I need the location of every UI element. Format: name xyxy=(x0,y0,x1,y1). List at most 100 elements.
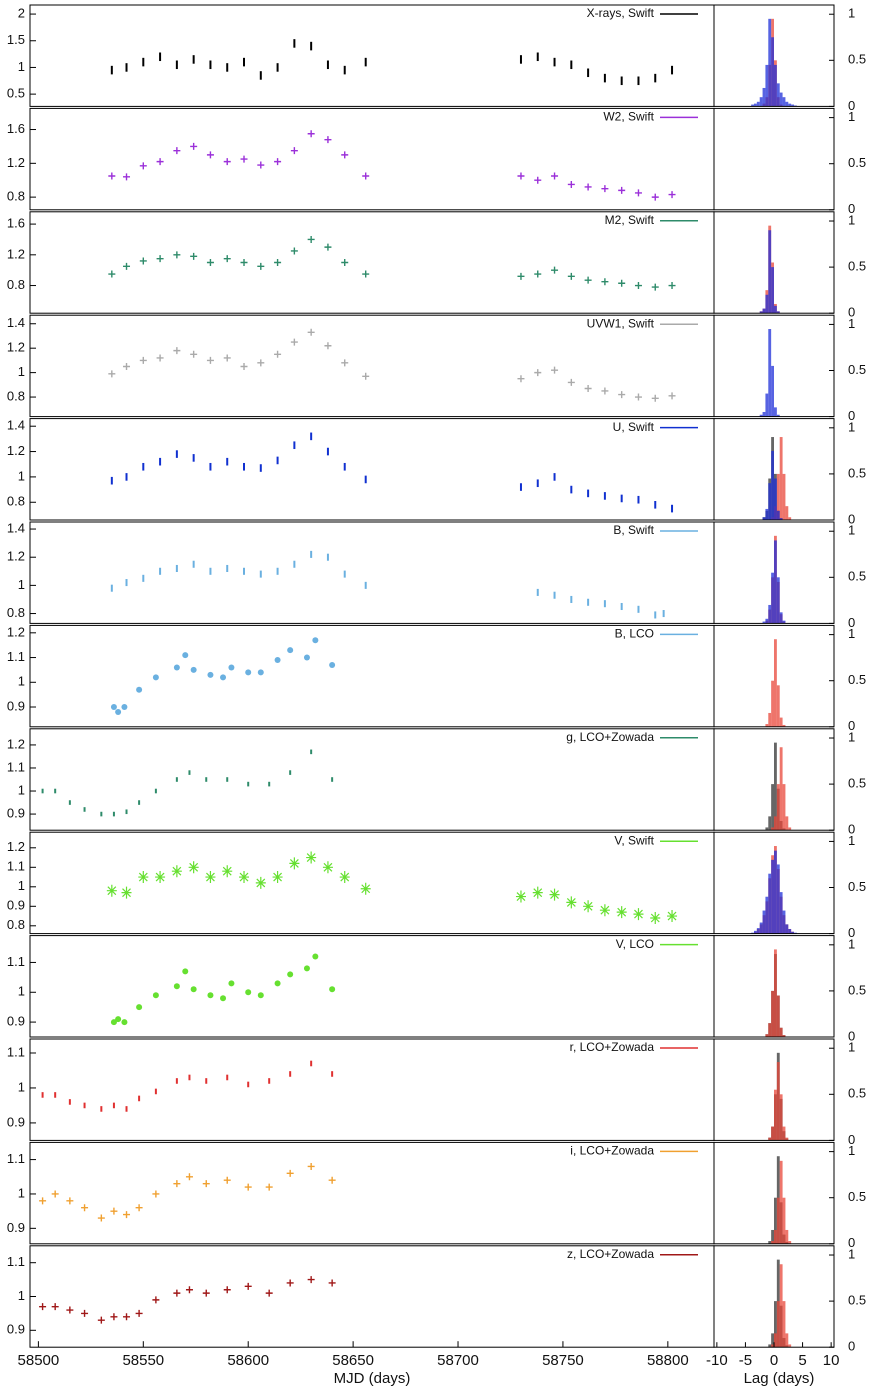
point xyxy=(155,871,166,884)
y-tick-label: 0.5 xyxy=(848,569,866,584)
y-tick-label: 0 xyxy=(848,98,855,113)
point xyxy=(171,865,182,878)
histogram-bar xyxy=(756,928,760,934)
point xyxy=(255,876,266,889)
point xyxy=(185,1173,193,1181)
histogram-bar xyxy=(782,620,786,624)
histogram-bar xyxy=(774,407,777,417)
point xyxy=(651,283,659,291)
x-tick-label: 10 xyxy=(823,1352,840,1369)
y-tick-label: 1.2 xyxy=(7,549,25,564)
y-tick-label: 0 xyxy=(848,925,855,940)
x-tick-label: 5 xyxy=(798,1352,806,1369)
point xyxy=(599,904,610,917)
point xyxy=(222,865,233,878)
point xyxy=(123,173,131,181)
histogram-bar xyxy=(779,747,783,831)
histogram-bar xyxy=(771,37,774,107)
y-tick-label: 0.5 xyxy=(848,776,866,791)
point xyxy=(633,908,644,921)
histogram-bar xyxy=(768,1137,772,1141)
point xyxy=(173,1289,181,1297)
point xyxy=(173,347,181,355)
point xyxy=(223,1286,231,1294)
point xyxy=(108,172,116,180)
histogram-bar xyxy=(754,930,757,934)
x-axis-label: Lag (days) xyxy=(744,1370,815,1387)
point xyxy=(618,186,626,194)
panel-frame xyxy=(713,314,835,418)
histogram-bar xyxy=(762,308,766,314)
y-tick-label: 1.6 xyxy=(7,121,25,136)
point xyxy=(584,183,592,191)
point xyxy=(551,172,559,180)
y-tick-label: 0 xyxy=(848,822,855,837)
y-tick-label: 1 xyxy=(848,626,855,641)
histogram-bar xyxy=(785,1137,789,1141)
panel-frame xyxy=(713,418,835,521)
point xyxy=(534,176,542,184)
legend-label: g, LCO+Zowada xyxy=(566,730,654,744)
histogram-bar xyxy=(776,83,780,107)
x-tick-label: 58550 xyxy=(122,1352,164,1369)
point xyxy=(312,953,319,960)
point xyxy=(205,871,216,884)
histogram-bar xyxy=(754,103,757,107)
histogram-bar xyxy=(774,1333,777,1348)
histogram-bar xyxy=(788,827,792,831)
histogram-bar xyxy=(765,896,769,934)
histogram-bar xyxy=(776,1197,780,1244)
y-tick-label: 1 xyxy=(18,364,25,379)
histogram-bar xyxy=(774,1089,777,1141)
histogram-bar xyxy=(765,508,769,520)
histogram-bar xyxy=(762,910,766,934)
point xyxy=(228,664,235,671)
y-tick-label: 0.5 xyxy=(848,879,866,894)
point xyxy=(362,270,370,278)
point xyxy=(668,191,676,199)
histogram-bar xyxy=(779,1027,783,1037)
point xyxy=(139,257,147,265)
histogram-bar xyxy=(751,104,754,107)
point xyxy=(667,910,678,923)
point xyxy=(362,372,370,380)
y-tick-label: 0.8 xyxy=(7,277,25,292)
point xyxy=(190,350,198,358)
histogram-bar xyxy=(774,1197,777,1244)
y-tick-label: 0 xyxy=(848,408,855,423)
histogram-bar xyxy=(776,414,780,417)
histogram-bar xyxy=(782,910,786,934)
panel-frame xyxy=(713,831,835,935)
point xyxy=(290,147,298,155)
point xyxy=(616,906,627,919)
histogram-bar xyxy=(762,411,766,417)
point xyxy=(97,1214,105,1222)
point xyxy=(185,1286,193,1294)
point xyxy=(244,1183,252,1191)
point xyxy=(173,983,180,990)
histogram-bar xyxy=(785,924,789,934)
legend-label: B, Swift xyxy=(613,523,654,537)
y-tick-label: 0.9 xyxy=(7,1114,25,1129)
point xyxy=(123,262,131,270)
legend-label: X-rays, Swift xyxy=(587,6,655,20)
y-tick-label: 1 xyxy=(848,729,855,744)
histogram-bar xyxy=(782,97,786,107)
y-tick-label: 0 xyxy=(848,511,855,526)
histogram-bar xyxy=(765,827,769,831)
x-axis-label: MJD (days) xyxy=(334,1370,411,1387)
y-tick-label: 0.9 xyxy=(7,1220,25,1235)
histogram-bar xyxy=(759,97,763,107)
y-tick-label: 1 xyxy=(848,1143,855,1158)
point xyxy=(339,871,350,884)
point xyxy=(223,158,231,166)
point xyxy=(532,886,543,899)
y-tick-label: 0 xyxy=(848,718,855,733)
point xyxy=(567,272,575,280)
y-tick-label: 1 xyxy=(848,833,855,848)
point xyxy=(517,272,525,280)
histogram-bar xyxy=(768,1344,772,1348)
point xyxy=(601,387,609,395)
histogram-bar xyxy=(765,393,769,417)
y-tick-label: 0.8 xyxy=(7,388,25,403)
